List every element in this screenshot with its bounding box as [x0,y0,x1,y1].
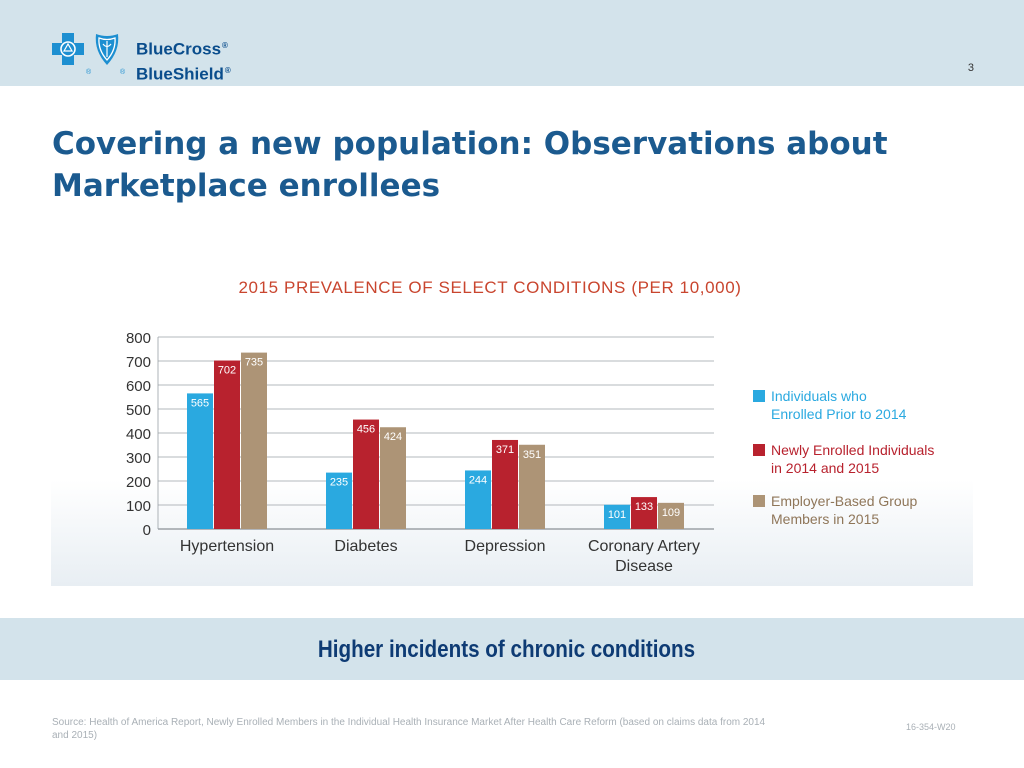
y-tick-label: 300 [126,450,151,467]
x-category-label: Disease [615,558,673,575]
brand-line-1: BlueCross [136,39,222,59]
cross-shield-icon: ® ® [52,33,126,76]
bar [492,439,518,529]
bar-value-label: 565 [191,397,209,409]
bar-value-label: 424 [384,431,402,443]
brand-name: BlueCross® BlueShield® [136,35,231,84]
y-tick-label: 700 [126,354,151,371]
callout-band [0,618,1024,680]
registered-mark: ® [224,65,231,75]
bar-value-label: 101 [608,509,626,521]
chart-title: 2015 PREVALENCE OF SELECT CONDITIONS (PE… [238,278,741,297]
x-category-label: Hypertension [180,538,274,555]
legend-label: Employer-Based Group [771,493,918,509]
bar-value-label: 235 [330,477,348,489]
bar [187,393,213,529]
svg-text:®: ® [120,68,126,76]
x-category-label: Coronary Artery [588,538,700,555]
legend-label: in 2014 and 2015 [771,460,879,476]
y-tick-label: 400 [126,426,151,443]
bar-value-label: 456 [357,424,375,436]
bar [241,352,267,529]
header-bar: ® ® BlueCross® BlueShield® 3 [0,0,1024,86]
slide-number: 3 [967,62,974,74]
bar [214,360,240,529]
legend-label: Members in 2015 [771,511,879,527]
bar [631,497,657,529]
bluecross-blueshield-logo[interactable]: ® ® BlueCross® BlueShield® [50,31,280,83]
bar [658,502,684,529]
bar [465,470,491,529]
bar-value-label: 244 [469,474,487,486]
x-category-label: Diabetes [334,538,397,555]
legend-label: Individuals who [771,388,867,404]
bar [604,504,630,529]
source-note: Source: Health of America Report, Newly … [52,717,766,741]
legend-swatch [753,444,765,456]
y-tick-label: 200 [126,474,151,491]
svg-text:®: ® [86,68,92,76]
bar-value-label: 371 [496,444,514,456]
callout-text: Higher incidents of chronic conditions [317,636,696,663]
bar [519,444,545,529]
bar [326,472,352,529]
legend-swatch [753,495,765,507]
chart-panel: 2015 PREVALENCE OF SELECT CONDITIONS (PE… [51,232,973,586]
bar-value-label: 351 [523,449,541,461]
bar-value-label: 109 [662,507,680,519]
x-category-label: Depression [465,538,546,555]
document-id: 16-354-W20 [906,722,956,732]
legend-label: Newly Enrolled Individuals [771,442,934,458]
registered-mark: ® [222,41,228,50]
y-tick-label: 100 [126,498,151,515]
y-tick-label: 500 [126,402,151,419]
bar-value-label: 133 [635,501,653,513]
bar-value-label: 702 [218,365,236,377]
bar-value-label: 735 [245,357,263,369]
bar [380,427,406,529]
y-tick-label: 800 [126,330,151,347]
prevalence-bar-chart: 2015 PREVALENCE OF SELECT CONDITIONS (PE… [126,278,934,575]
bar [353,419,379,529]
y-tick-label: 0 [143,522,151,539]
legend-swatch [753,390,765,402]
page-title: Covering a new population: Observations … [52,126,888,204]
y-tick-label: 600 [126,378,151,395]
brand-line-2: BlueShield [136,64,224,84]
legend-label: Enrolled Prior to 2014 [771,406,907,422]
